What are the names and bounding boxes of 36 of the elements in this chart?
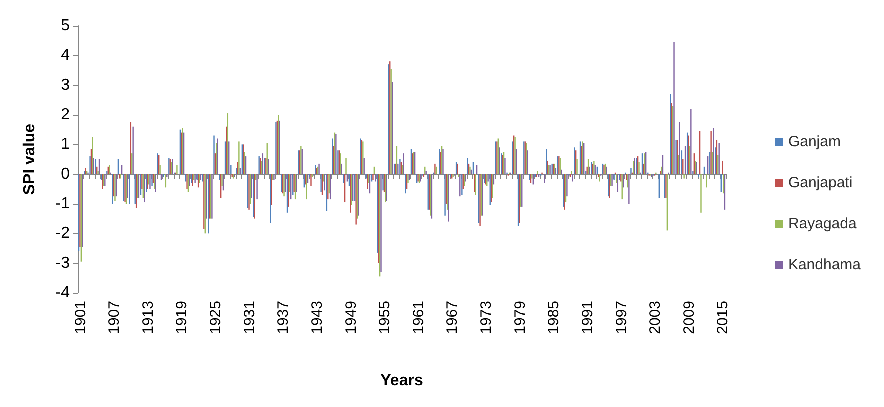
x-axis-title: Years	[380, 372, 424, 390]
x-tick-label: 1943	[308, 301, 326, 334]
legend-label: Ganjam	[788, 134, 841, 150]
x-tick-label: 2015	[714, 301, 732, 334]
y-tick-label: 3	[61, 76, 70, 94]
x-tick-label: 1985	[546, 301, 563, 334]
x-tick-label: 1961	[410, 301, 428, 334]
x-tick-label: 2009	[680, 301, 698, 334]
x-tick-label: 1913	[140, 301, 157, 334]
y-tick-label: -2	[56, 225, 70, 242]
x-tick-label: 1907	[106, 301, 124, 334]
x-tick-label: 1925	[208, 301, 225, 334]
x-tick-label: 1955	[376, 301, 394, 334]
x-tick-label: 1901	[72, 301, 90, 334]
x-tick-label: 1967	[444, 301, 462, 334]
x-tick-label: 1979	[512, 301, 529, 334]
x-tick-label: 1937	[275, 301, 292, 334]
x-tick-label: 1991	[579, 301, 596, 334]
y-tick-label: 1	[61, 136, 70, 154]
legend-label: Kandhama	[788, 256, 862, 274]
y-tick-label: -3	[56, 254, 70, 272]
y-tick-label: 4	[61, 47, 70, 64]
y-tick-label: -4	[56, 284, 70, 302]
x-tick-label: 1949	[342, 301, 360, 334]
y-tick-label: 5	[61, 18, 70, 34]
x-tick-label: 1997	[613, 301, 630, 334]
y-axis-title: SPI value	[22, 124, 38, 196]
legend-label: Ganjapati	[788, 174, 853, 192]
x-tick-label: 1973	[478, 301, 496, 334]
y-tick-label: -1	[56, 196, 70, 212]
x-tick-label: 1931	[241, 301, 258, 334]
y-tick-label: 0	[61, 166, 70, 183]
x-tick-label: 1919	[174, 301, 191, 334]
y-tick-label: 2	[61, 106, 70, 124]
legend-label: Rayagada	[788, 216, 858, 232]
x-tick-label: 2003	[647, 301, 664, 334]
